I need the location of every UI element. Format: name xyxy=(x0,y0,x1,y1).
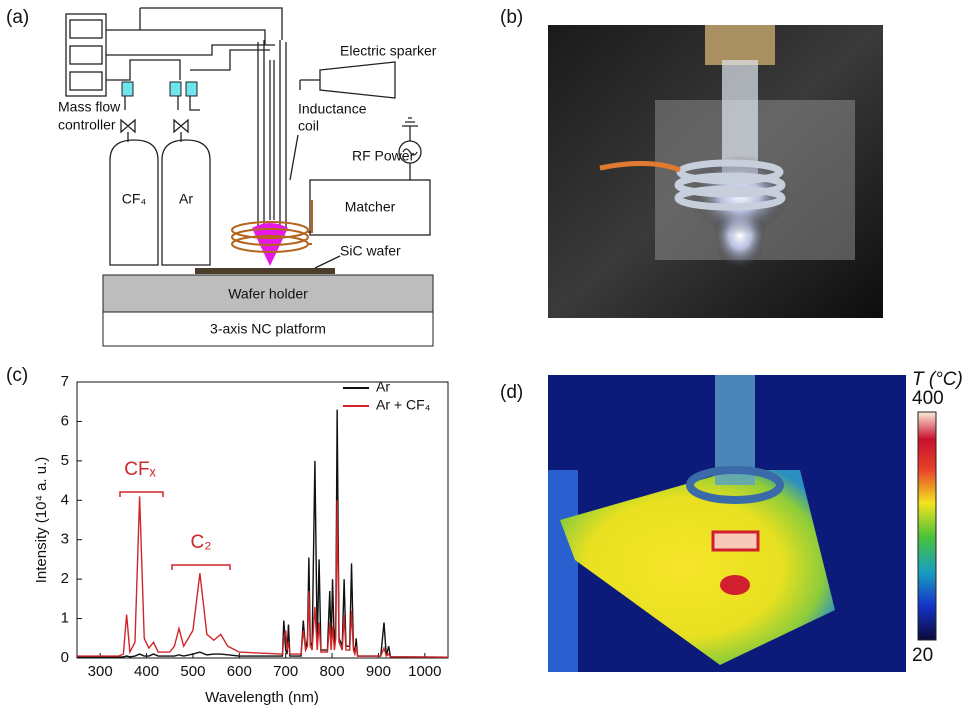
colorbar-title: T (°C) xyxy=(912,369,963,390)
controller-display xyxy=(69,71,103,91)
x-tick-label: 700 xyxy=(273,663,298,680)
hot-spot xyxy=(720,575,750,595)
edge xyxy=(548,470,578,672)
controller-display xyxy=(69,19,103,39)
valves xyxy=(120,118,189,142)
y-tick-label: 1 xyxy=(61,610,69,627)
wafer-holder xyxy=(102,274,434,313)
matcher-box xyxy=(309,179,431,236)
plate xyxy=(560,470,835,665)
series-line xyxy=(77,409,449,658)
controller-panel xyxy=(65,13,107,97)
colorbar xyxy=(917,411,937,641)
spectrum-chart: (c) Wavelength (nm) Intensity (10⁴ a. u.… xyxy=(6,365,449,706)
y-tick-label: 4 xyxy=(61,491,69,508)
legend-label: Ar xyxy=(376,379,390,395)
label: Wafer holder xyxy=(228,286,308,302)
ground xyxy=(402,117,418,180)
pointer xyxy=(314,255,341,269)
thermal-image: (d) T (°C) 400 20 xyxy=(500,369,963,672)
y-axis-label: Intensity (10⁴ a. u.) xyxy=(33,457,50,584)
bracket xyxy=(119,491,164,497)
wafer xyxy=(195,268,335,274)
photo: (b) xyxy=(500,7,883,318)
series-line xyxy=(77,496,449,658)
controller-display xyxy=(69,45,103,65)
colorbar-min: 20 xyxy=(912,645,933,666)
label: Matcher xyxy=(345,199,396,215)
y-tick-label: 0 xyxy=(61,649,69,666)
legend-label: Ar + CF₄ xyxy=(376,397,431,413)
x-tick-label: 1000 xyxy=(408,663,441,680)
label: coil xyxy=(298,118,319,134)
label: Inductance xyxy=(298,101,367,117)
coil xyxy=(231,200,313,253)
x-tick-label: 800 xyxy=(320,663,345,680)
x-tick-label: 600 xyxy=(227,663,252,680)
y-tick-label: 2 xyxy=(61,570,69,587)
x-tick-label: 500 xyxy=(180,663,205,680)
y-tick-label: 5 xyxy=(61,452,69,469)
annotation: C₂ xyxy=(190,532,211,553)
platform xyxy=(102,311,434,347)
label: Mass flow xyxy=(58,99,121,115)
y-tick-label: 6 xyxy=(61,412,69,429)
schematic: (a) Mass flow controller CF₄ Ar Electric… xyxy=(6,7,437,347)
gas-lines xyxy=(106,7,283,111)
hot-spot xyxy=(711,530,760,552)
x-tick-label: 400 xyxy=(134,663,159,680)
lead xyxy=(599,161,681,173)
cylinder xyxy=(109,139,159,266)
sparker xyxy=(299,61,396,99)
panel-label: (c) xyxy=(6,365,28,386)
pointer xyxy=(289,134,299,181)
mfc xyxy=(185,81,198,97)
coil xyxy=(674,159,786,211)
x-tick-label: 900 xyxy=(366,663,391,680)
bracket xyxy=(171,564,231,570)
cylinder xyxy=(161,139,211,266)
colorbar-max: 400 xyxy=(912,388,944,409)
label: CF₄ xyxy=(122,191,147,207)
y-tick-label: 7 xyxy=(61,373,69,390)
mfc xyxy=(169,81,182,97)
y-tick-label: 3 xyxy=(61,531,69,548)
panel-label: (a) xyxy=(6,7,29,28)
coil xyxy=(686,466,784,504)
x-axis-label: Wavelength (nm) xyxy=(205,689,319,706)
label: SiC wafer xyxy=(340,243,401,259)
torch xyxy=(257,40,287,228)
panel-label: (d) xyxy=(500,382,523,403)
label: Ar xyxy=(179,191,193,207)
label: 3-axis NC platform xyxy=(210,321,326,337)
panel-label: (b) xyxy=(500,7,523,28)
plot-frame xyxy=(76,381,449,659)
mfc xyxy=(121,81,134,97)
x-tick-label: 300 xyxy=(88,663,113,680)
holder xyxy=(705,25,775,65)
annotation: CFₓ xyxy=(124,459,156,480)
label: Electric sparker xyxy=(340,43,437,59)
label: controller xyxy=(58,117,116,133)
